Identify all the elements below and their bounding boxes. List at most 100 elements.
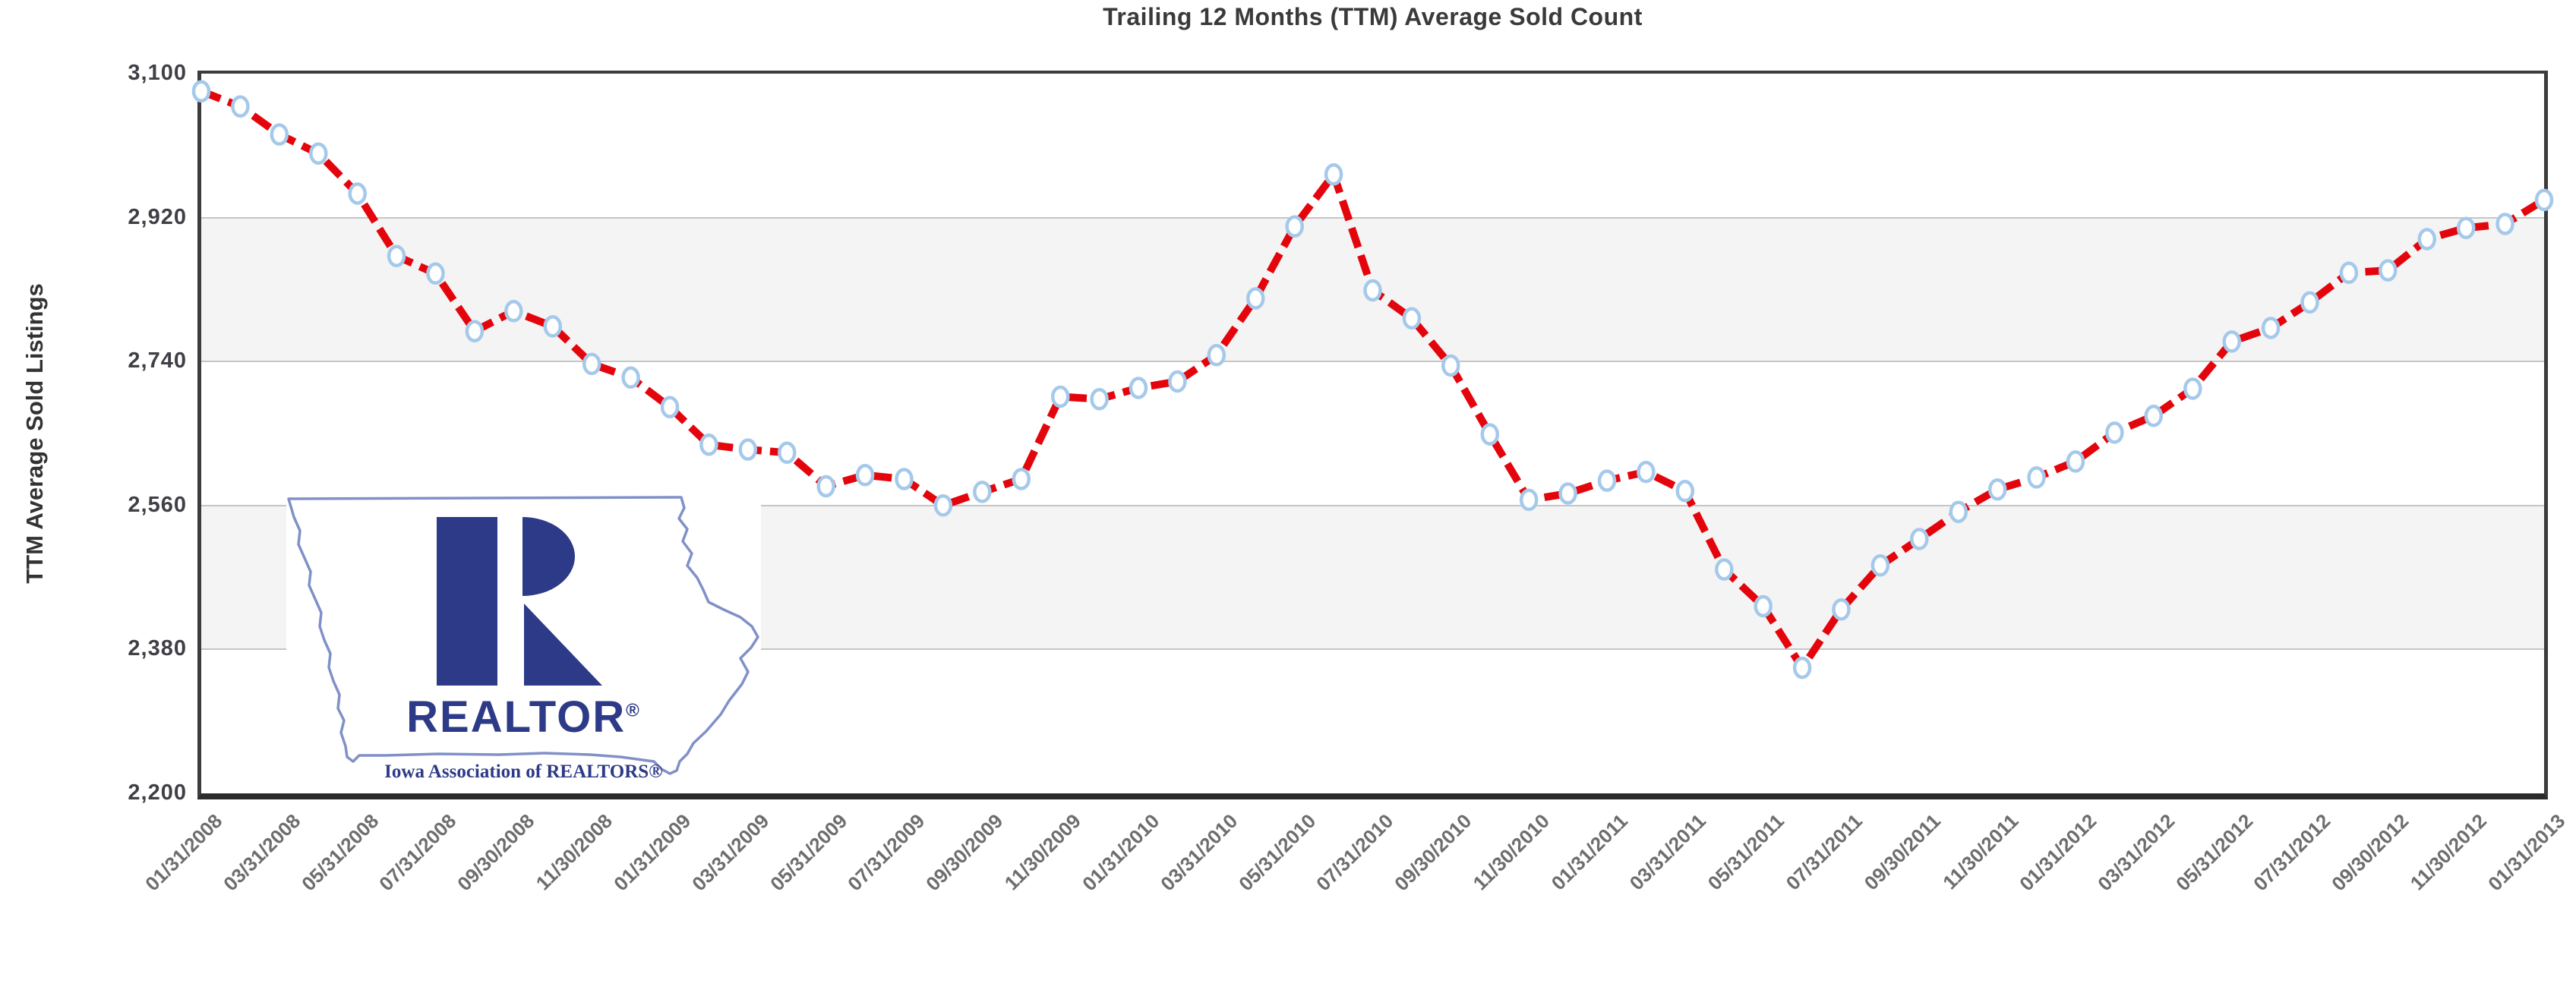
data-point: [778, 441, 797, 465]
x-tick-label: 01/31/2009: [608, 809, 696, 896]
data-point: [1949, 500, 1968, 523]
x-tick-label: 09/30/2011: [1859, 809, 1945, 895]
data-point: [1246, 287, 1265, 310]
x-tick-label: 09/30/2009: [921, 809, 1008, 896]
data-point: [2066, 450, 2085, 473]
data-point: [973, 481, 992, 503]
data-point: [2300, 291, 2319, 314]
realtor-r-icon: [437, 517, 602, 686]
x-tick-label: 03/31/2012: [2092, 809, 2180, 896]
x-tick-label: 07/31/2012: [2249, 809, 2335, 896]
chart-title: Trailing 12 Months (TTM) Average Sold Co…: [1103, 3, 1643, 30]
data-point: [1792, 656, 1812, 679]
data-point: [387, 244, 406, 267]
x-tick-label: 07/31/2009: [843, 809, 930, 896]
data-point: [1324, 162, 1343, 186]
data-point: [2027, 466, 2046, 489]
x-tick-label: 07/31/2011: [1781, 809, 1867, 895]
y-tick-label: 2,920: [128, 204, 187, 229]
gridline: [201, 361, 2544, 363]
x-tick-label: 11/30/2008: [532, 809, 617, 895]
data-point: [1168, 370, 1187, 393]
data-point: [1363, 279, 1382, 302]
data-point: [1207, 344, 1226, 367]
data-point: [895, 468, 914, 490]
data-point: [1675, 480, 1695, 503]
data-point: [582, 352, 601, 376]
x-tick-label: 03/31/2008: [218, 809, 305, 896]
data-point: [1870, 554, 1890, 577]
logo-caption: Iowa Association of REALTORS®: [384, 761, 663, 782]
data-point: [1129, 377, 1148, 399]
data-point: [1441, 354, 1460, 377]
data-point: [270, 123, 289, 146]
ttm-sold-count-line-series: [191, 80, 2554, 679]
data-point: [660, 396, 680, 418]
data-point: [933, 494, 953, 517]
data-point: [1637, 460, 1656, 484]
x-tick-label: 05/31/2012: [2170, 809, 2257, 896]
x-tick-label: 09/30/2012: [2327, 809, 2413, 896]
x-tick-label: 11/30/2012: [2406, 809, 2492, 895]
data-point: [348, 182, 367, 205]
gridline: [201, 504, 2544, 506]
x-tick-label: 01/31/2012: [2014, 809, 2101, 896]
x-tick-label: 09/30/2008: [453, 809, 539, 896]
data-point: [2417, 228, 2437, 251]
x-tick-label: 05/31/2009: [765, 809, 851, 896]
x-tick-label: 01/31/2011: [1546, 809, 1633, 895]
data-point: [2339, 261, 2359, 285]
y-tick-label: 2,200: [128, 780, 187, 805]
data-point: [465, 320, 485, 342]
data-point: [621, 366, 640, 389]
x-tick-label: 07/31/2008: [374, 809, 461, 896]
iowa-state-outline-and-realtor-r-icon: [287, 496, 759, 775]
x-tick-label: 07/31/2010: [1312, 809, 1398, 896]
data-point: [2534, 188, 2554, 212]
x-tick-label: 03/31/2009: [687, 809, 774, 896]
plot-area: REALTOR® Iowa Association of REALTORS®: [191, 71, 2554, 799]
data-point: [2379, 259, 2398, 282]
data-point: [1754, 594, 1773, 618]
data-point: [2222, 330, 2241, 353]
x-tick-label: 11/30/2010: [1469, 809, 1555, 895]
data-point: [738, 438, 758, 461]
x-tick-label: 01/31/2008: [140, 809, 227, 896]
data-point: [1715, 558, 1734, 581]
x-tick-label: 11/30/2009: [1000, 809, 1086, 895]
data-point: [2261, 317, 2281, 339]
data-point: [1090, 387, 1109, 411]
x-tick-label: 05/31/2011: [1703, 809, 1788, 895]
realtor-wordmark: REALTOR®: [406, 692, 641, 742]
data-point: [1519, 488, 1539, 512]
iowa-state-outline-icon: [287, 496, 759, 775]
data-point: [816, 475, 835, 498]
gridline: [201, 648, 2544, 651]
x-tick-label: 01/31/2010: [1077, 809, 1164, 896]
x-tick-label: 01/31/2013: [2483, 809, 2570, 896]
x-tick-label: 05/31/2008: [296, 809, 383, 896]
data-point: [2496, 213, 2514, 235]
x-tick-label: 09/30/2010: [1390, 809, 1476, 896]
y-tick-label: 3,100: [128, 61, 187, 85]
data-point: [1480, 423, 1500, 446]
data-point: [1832, 597, 1851, 621]
data-point: [1012, 468, 1031, 490]
data-point: [426, 262, 445, 285]
data-point: [1597, 469, 1617, 492]
x-tick-label: 11/30/2011: [1938, 809, 2023, 894]
data-point: [855, 464, 875, 487]
iowa-association-of-realtors-logo: REALTOR® Iowa Association of REALTORS®: [286, 496, 761, 786]
gridline: [201, 216, 2544, 219]
y-axis-label: TTM Average Sold Listings: [21, 283, 48, 584]
data-point: [1285, 215, 1304, 238]
y-tick-label: 2,740: [128, 348, 187, 374]
data-point: [231, 95, 250, 118]
data-point: [504, 300, 523, 323]
data-point: [1402, 307, 1422, 330]
data-point: [543, 315, 563, 338]
data-point: [2144, 405, 2164, 427]
data-point: [699, 433, 718, 456]
data-point: [1910, 528, 1929, 550]
